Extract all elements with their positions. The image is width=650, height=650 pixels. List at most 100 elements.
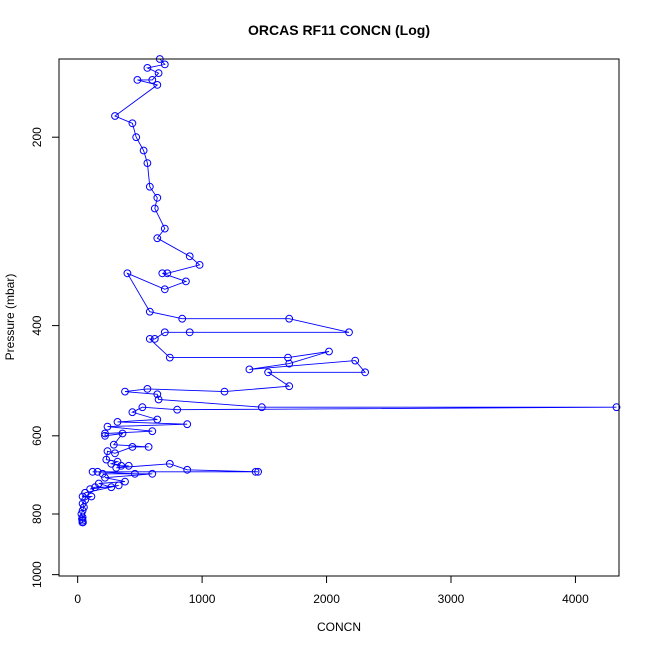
data-point bbox=[121, 387, 129, 396]
x-axis-label: CONCN bbox=[317, 620, 361, 634]
data-point bbox=[80, 503, 88, 512]
data-point bbox=[284, 353, 292, 362]
data-point bbox=[87, 492, 96, 501]
data-point bbox=[148, 76, 157, 84]
data-point bbox=[124, 461, 133, 470]
data-point bbox=[153, 193, 162, 202]
data-point bbox=[264, 368, 273, 377]
data-point bbox=[133, 76, 142, 84]
data-point bbox=[91, 483, 99, 492]
x-tick-label: 0 bbox=[74, 592, 81, 606]
data-point bbox=[107, 459, 116, 468]
chart-title: ORCAS RF11 CONCN (Log) bbox=[248, 22, 430, 38]
data-point bbox=[131, 469, 139, 478]
data-point bbox=[128, 119, 137, 128]
data-point bbox=[112, 463, 121, 472]
data-point bbox=[148, 427, 157, 436]
data-point bbox=[325, 347, 333, 356]
y-axis: 200 400 600 800 1000 bbox=[30, 127, 60, 588]
data-point bbox=[178, 314, 187, 323]
data-point bbox=[158, 269, 167, 278]
data-point bbox=[111, 112, 119, 120]
x-tick-label: 4000 bbox=[562, 592, 589, 606]
y-axis-label: Pressure (mbar) bbox=[3, 274, 17, 361]
data-point bbox=[101, 473, 109, 482]
data-point bbox=[153, 390, 162, 399]
data-point bbox=[113, 418, 122, 426]
data-point bbox=[185, 328, 194, 337]
data-point bbox=[173, 405, 182, 414]
data-point bbox=[153, 234, 162, 243]
data-point bbox=[163, 269, 172, 278]
data-point bbox=[251, 467, 260, 476]
data-point bbox=[245, 365, 254, 374]
data-point bbox=[107, 483, 116, 492]
y-tick-label: 200 bbox=[30, 127, 44, 147]
data-point bbox=[102, 455, 111, 464]
x-tick-label: 3000 bbox=[438, 592, 465, 606]
data-point bbox=[93, 467, 102, 476]
data-point bbox=[183, 465, 192, 474]
data-point bbox=[285, 314, 294, 323]
data-point bbox=[103, 447, 112, 456]
data-point bbox=[138, 403, 147, 412]
data-point bbox=[118, 429, 127, 438]
data-point bbox=[143, 159, 152, 168]
data-point bbox=[185, 252, 194, 261]
plot-area bbox=[77, 55, 621, 527]
data-point bbox=[103, 422, 112, 431]
data-point bbox=[111, 449, 119, 458]
data-point bbox=[150, 204, 159, 213]
data-point bbox=[148, 469, 157, 478]
data-point bbox=[128, 408, 137, 417]
data-point bbox=[145, 307, 154, 316]
data-point bbox=[160, 60, 169, 69]
data-point bbox=[132, 133, 141, 142]
data-point bbox=[143, 64, 152, 72]
data-point bbox=[143, 385, 152, 393]
y-tick-label: 600 bbox=[30, 425, 44, 445]
data-point bbox=[285, 359, 294, 368]
series-line bbox=[80, 58, 617, 523]
data-point bbox=[86, 485, 94, 494]
data-point bbox=[114, 481, 123, 490]
data-point bbox=[182, 277, 190, 286]
data-point bbox=[79, 518, 87, 527]
data-point bbox=[195, 261, 204, 269]
data-point bbox=[153, 415, 162, 424]
data-point bbox=[160, 328, 169, 337]
data-point bbox=[145, 182, 154, 191]
data-point bbox=[254, 467, 263, 476]
data-point bbox=[351, 356, 360, 365]
x-axis: 0 1000 2000 3000 4000 bbox=[74, 575, 589, 606]
x-tick-label: 2000 bbox=[313, 592, 340, 606]
data-point bbox=[145, 335, 154, 343]
data-point bbox=[150, 335, 159, 343]
data-point bbox=[101, 431, 109, 440]
x-tick-label: 1000 bbox=[189, 592, 216, 606]
data-point bbox=[88, 467, 97, 476]
data-point bbox=[154, 69, 163, 77]
data-point bbox=[98, 469, 107, 478]
data-point bbox=[160, 285, 169, 294]
data-point bbox=[160, 224, 169, 233]
data-point bbox=[144, 443, 153, 451]
data-point bbox=[345, 328, 353, 337]
data-point bbox=[165, 353, 174, 362]
data-point bbox=[101, 429, 109, 438]
data-point bbox=[109, 440, 118, 449]
data-point bbox=[123, 269, 132, 278]
data-point bbox=[121, 477, 129, 486]
data-point bbox=[183, 420, 192, 429]
data-point bbox=[361, 368, 370, 377]
data-point bbox=[285, 382, 294, 391]
y-tick-label: 800 bbox=[30, 504, 44, 524]
data-point bbox=[153, 81, 162, 89]
y-tick-label: 400 bbox=[30, 315, 44, 335]
data-point bbox=[612, 403, 621, 412]
data-point bbox=[154, 395, 163, 404]
data-point bbox=[257, 403, 266, 412]
y-tick-label: 1000 bbox=[30, 561, 44, 588]
